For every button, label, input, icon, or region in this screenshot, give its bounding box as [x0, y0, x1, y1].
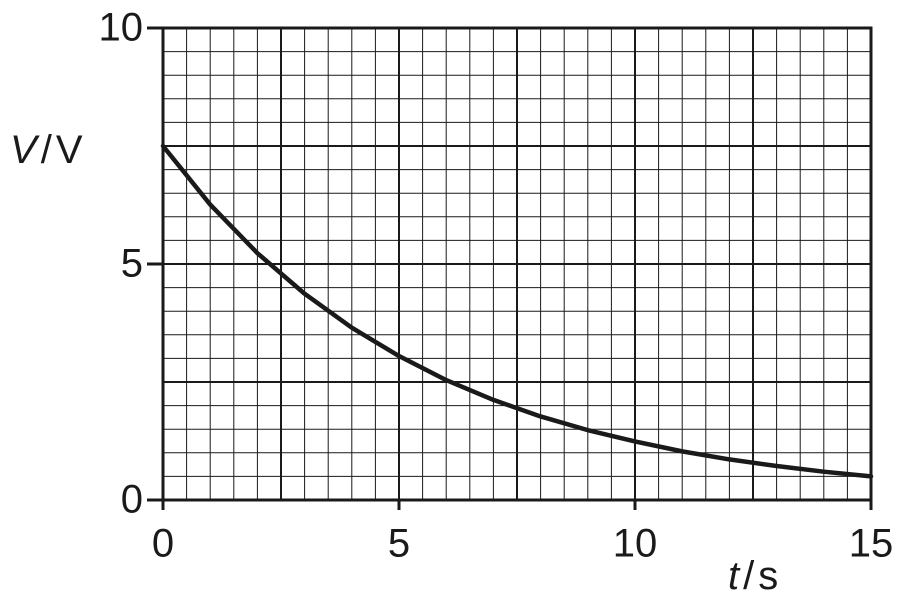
curve	[160, 143, 874, 479]
y-label-unit: V	[56, 128, 83, 172]
y-tick-label: 0	[121, 478, 143, 522]
x-label-quantity: t	[728, 554, 741, 598]
y-axis-label: V / V	[10, 128, 83, 172]
x-axis-label: t / s	[728, 554, 778, 598]
x-tick-label: 5	[388, 522, 410, 566]
x-tick-label: 0	[152, 522, 174, 566]
x-label-unit: s	[758, 554, 778, 598]
x-tick-label: 10	[613, 522, 658, 566]
x-tick-label: 15	[849, 522, 894, 566]
y-label-slash: /	[41, 128, 53, 172]
y-tick-label: 5	[121, 242, 143, 286]
y-label-quantity: V	[10, 128, 40, 172]
y-tick-label: 10	[99, 6, 144, 50]
x-label-slash: /	[743, 554, 755, 598]
